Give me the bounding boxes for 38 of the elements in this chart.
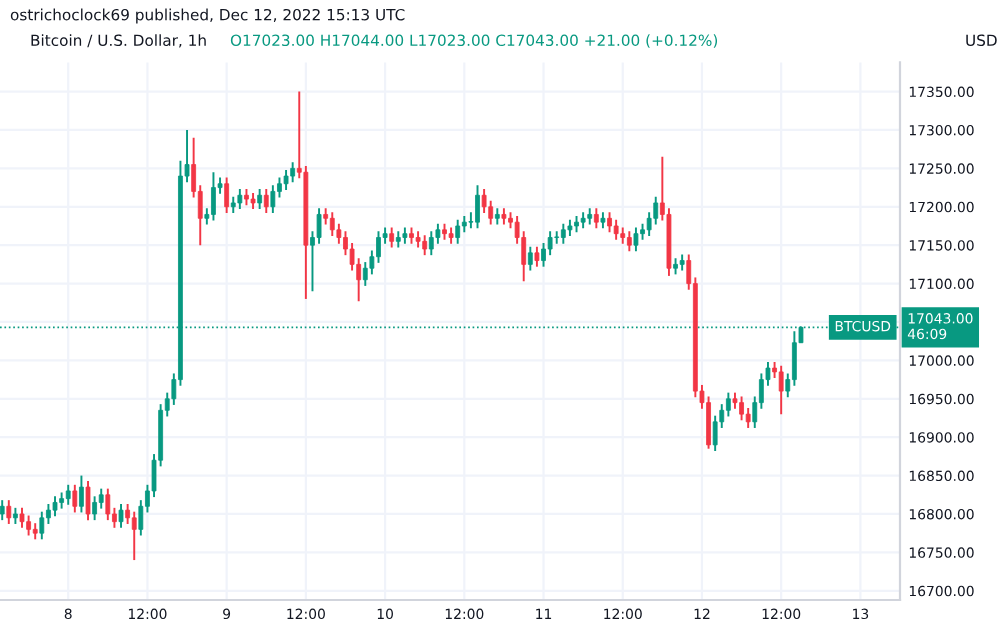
candlestick [92,495,98,522]
candlestick [79,474,84,514]
candlestick [613,218,619,241]
candlestick [26,514,32,537]
candlestick [39,510,45,541]
candlestick [283,168,289,191]
candlestick [52,495,58,518]
candlestick [211,171,216,222]
candlestick [626,230,632,253]
candlestick [85,479,91,522]
candlestick [257,188,263,211]
candlestick [263,188,269,214]
candlestick [739,395,744,422]
candlestick [290,161,296,184]
candlestick [607,211,612,234]
candlestick [560,222,566,245]
candlestick [65,483,71,506]
candlestick [778,364,784,416]
candlestick [527,245,533,272]
candlestick [72,483,78,514]
candlestick [237,188,243,211]
candlestick [224,176,230,214]
candlestick [593,207,599,230]
candlestick [534,245,540,268]
candlestick [19,506,25,529]
candlestick [0,499,5,522]
candlestick [389,226,395,249]
candlestick [131,510,137,562]
candlestick [475,184,480,230]
candlestick [6,499,12,525]
candlestick [105,487,111,522]
candlestick [428,230,434,257]
candlestick [422,234,428,257]
candlestick [329,211,335,237]
candlestick [118,503,124,529]
candlestick [270,184,276,214]
candlestick [633,226,639,253]
candlestick [455,218,461,245]
